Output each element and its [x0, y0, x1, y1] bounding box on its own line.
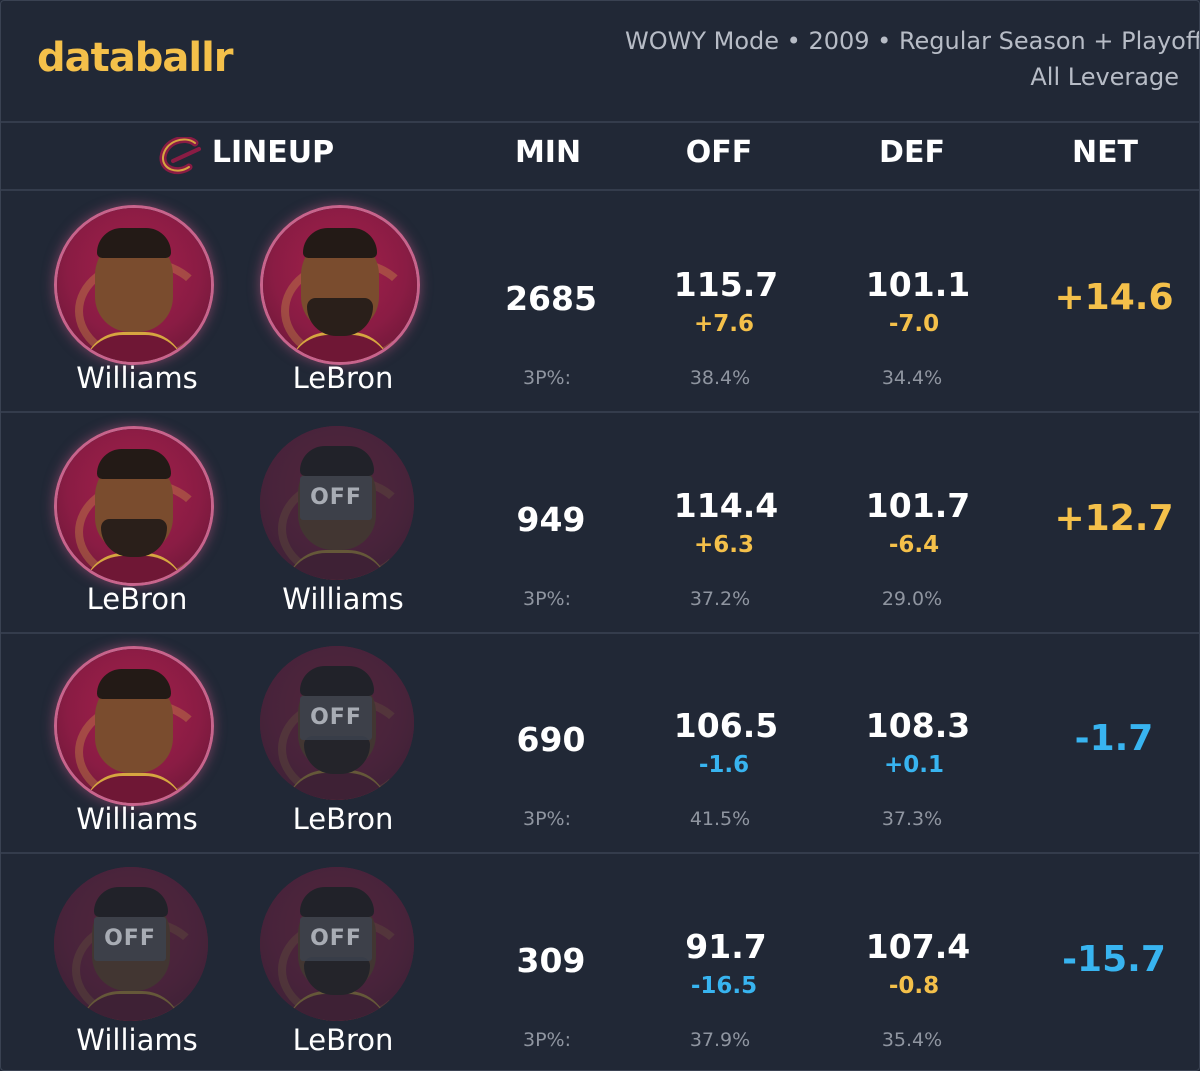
off-delta: +6.3	[693, 531, 755, 558]
off-rating: 106.5	[673, 706, 779, 745]
header-off[interactable]: OFF	[685, 135, 753, 170]
header-net[interactable]: NET	[1071, 135, 1139, 170]
def-rating: 101.1	[865, 265, 971, 304]
player-name: Williams	[76, 802, 198, 836]
leverage-label: All Leverage	[1030, 63, 1179, 91]
lineup-row[interactable]: LeBron OFF Williams 949 114.4 +6.3 101.7…	[1, 412, 1199, 634]
player-avatar[interactable]	[54, 205, 214, 365]
off-rating: 114.4	[673, 485, 779, 525]
off-three-pct: 37.2%	[689, 587, 751, 610]
def-delta: -7.0	[888, 311, 940, 337]
three-pct-label: 3P%:	[522, 587, 572, 610]
off-badge: OFF	[300, 696, 372, 740]
player-hair	[97, 228, 171, 258]
cavaliers-c-logo-icon	[159, 137, 201, 175]
header-def[interactable]: DEF	[879, 135, 945, 170]
off-rating: 91.7	[685, 926, 767, 966]
net-rating: +14.6	[1054, 277, 1174, 318]
minutes-value: 2685	[505, 279, 597, 318]
off-badge: OFF	[300, 916, 372, 961]
def-rating: 108.3	[865, 706, 971, 745]
def-delta: +0.1	[883, 752, 945, 778]
three-pct-label: 3P%:	[522, 1028, 572, 1051]
player-avatar[interactable]	[54, 646, 214, 806]
def-three-pct: 29.0%	[881, 587, 943, 610]
def-rating: 107.4	[865, 926, 971, 966]
player-avatar[interactable]: OFF	[260, 425, 414, 580]
player-name: Williams	[282, 581, 404, 616]
lineup-row[interactable]: OFF Williams OFF LeBron 309 91.7 -16.5 1…	[1, 853, 1199, 1071]
player-name: Williams	[76, 1022, 198, 1057]
net-rating: +12.7	[1054, 497, 1174, 539]
net-rating: -15.7	[1062, 938, 1166, 980]
three-pct-label: 3P%:	[522, 367, 572, 389]
player-avatar[interactable]: OFF	[260, 866, 414, 1021]
filter-summary: WOWY Mode • 2009 • Regular Season + Play…	[625, 27, 1200, 55]
def-three-pct: 35.4%	[881, 1028, 943, 1051]
minutes-value: 949	[516, 499, 586, 539]
def-three-pct: 34.4%	[881, 367, 943, 389]
def-delta: -6.4	[888, 531, 940, 558]
net-rating: -1.7	[1074, 718, 1154, 759]
player-hair	[303, 228, 377, 258]
lineup-row[interactable]: Williams LeBron 2685 115.7 +7.6 101.1 -7…	[1, 191, 1199, 413]
header-min[interactable]: MIN	[514, 135, 582, 170]
off-three-pct: 41.5%	[689, 808, 751, 830]
def-delta: -0.8	[888, 972, 940, 999]
player-name: LeBron	[86, 581, 188, 616]
player-name: LeBron	[292, 1022, 394, 1057]
off-delta: -1.6	[698, 752, 750, 778]
off-three-pct: 37.9%	[689, 1028, 751, 1051]
player-avatar[interactable]: OFF	[260, 646, 414, 800]
three-pct-label: 3P%:	[522, 808, 572, 830]
player-name: Williams	[76, 361, 198, 395]
off-three-pct: 38.4%	[689, 367, 751, 389]
player-hair	[97, 448, 171, 479]
player-hair	[97, 669, 171, 699]
off-delta: -16.5	[690, 972, 758, 999]
off-delta: +7.6	[693, 311, 755, 337]
minutes-value: 690	[516, 720, 586, 759]
off-badge: OFF	[300, 475, 372, 520]
player-avatar[interactable]	[54, 425, 214, 586]
off-rating: 115.7	[673, 265, 779, 304]
off-badge: OFF	[94, 916, 166, 961]
card-header: databallr WOWY Mode • 2009 • Regular Sea…	[1, 1, 1200, 123]
header-lineup[interactable]: LINEUP	[211, 135, 335, 170]
minutes-value: 309	[516, 940, 586, 980]
player-avatar[interactable]: OFF	[54, 866, 208, 1021]
def-three-pct: 37.3%	[881, 808, 943, 830]
player-name: LeBron	[292, 361, 394, 395]
databallr-logo[interactable]: databallr	[37, 35, 234, 81]
column-headers: LINEUP MIN OFF DEF NET	[1, 121, 1199, 191]
player-name: LeBron	[292, 802, 394, 836]
player-avatar[interactable]	[260, 205, 420, 365]
player-beard	[101, 518, 167, 557]
lineup-row[interactable]: Williams OFF LeBron 690 106.5 -1.6 108.3…	[1, 632, 1199, 854]
def-rating: 101.7	[865, 485, 971, 525]
